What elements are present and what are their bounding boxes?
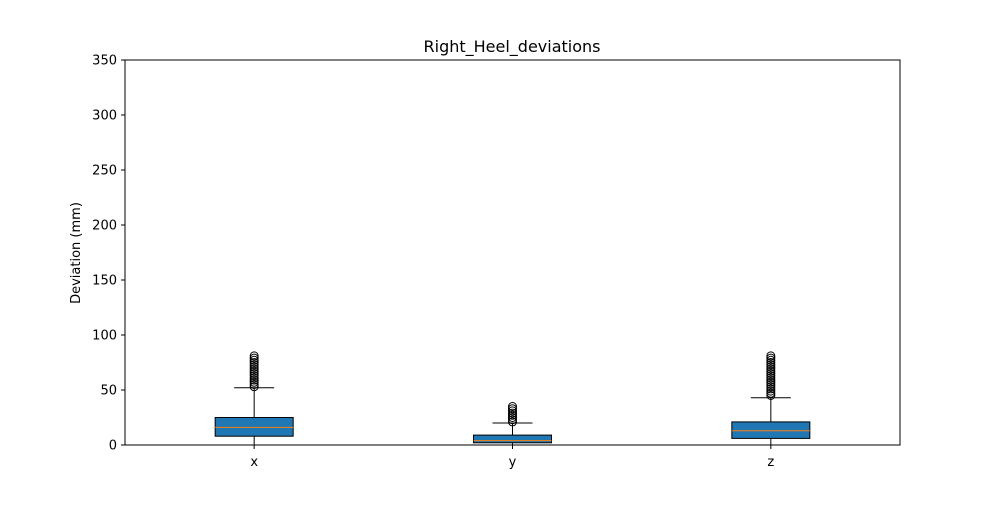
outlier-point (766, 358, 776, 367)
outlier-point (766, 371, 776, 381)
outlier-point (766, 360, 776, 370)
outlier-point (249, 364, 259, 374)
outlier-point (249, 353, 259, 363)
box-y (473, 434, 552, 444)
outlier-point (766, 391, 776, 400)
outlier-point (249, 377, 259, 387)
y-tick-label: 300 (92, 109, 117, 124)
outlier-point (249, 380, 259, 389)
outlier-point (249, 358, 259, 367)
x-tick-label: x (250, 455, 258, 470)
y-axis-title: Deviation (mm) (69, 202, 84, 304)
outlier-point (508, 402, 517, 411)
outlier-point (249, 375, 259, 385)
y-tick-label: 0 (109, 439, 117, 454)
outlier-point (249, 382, 259, 392)
outlier-point (249, 360, 259, 370)
x-tick-label: y (509, 455, 517, 470)
outlier-point (508, 417, 517, 427)
outlier-point (249, 369, 259, 378)
y-tick-label: 200 (92, 219, 117, 234)
outlier-point (766, 364, 776, 374)
outlier-point (766, 377, 776, 387)
outlier-point (508, 406, 517, 416)
y-tick-label: 100 (92, 329, 117, 344)
outlier-point (766, 382, 776, 392)
outlier-point (766, 366, 776, 376)
outlier-point (766, 375, 776, 385)
outlier-point (766, 362, 776, 372)
outlier-point (766, 369, 776, 378)
box-x (214, 417, 294, 437)
outlier-point (249, 373, 259, 383)
box-z (731, 421, 811, 439)
outlier-point (508, 408, 517, 418)
y-tick-label: 150 (92, 274, 117, 289)
outlier-point (766, 373, 776, 383)
outlier-point (766, 355, 776, 365)
y-tick-label: 350 (92, 54, 117, 69)
outlier-point (249, 351, 259, 361)
outlier-point (249, 366, 259, 376)
outlier-point (249, 362, 259, 372)
outlier-point (508, 415, 517, 425)
y-tick-label: 250 (92, 164, 117, 179)
outlier-point (766, 384, 776, 394)
plot-frame (124, 59, 901, 446)
outlier-point (766, 388, 776, 398)
outlier-point (508, 413, 517, 422)
plot-area: 0 50 100 150 200 250 300 350 x y z (92, 54, 901, 470)
outlier-point (766, 351, 776, 361)
chart-title: Right_Heel_deviations (424, 37, 601, 57)
outlier-point (766, 353, 776, 363)
outlier-point (249, 355, 259, 365)
outlier-point (766, 380, 776, 389)
x-tick-label: z (767, 455, 774, 470)
y-tick-label: 50 (100, 384, 117, 399)
outlier-point (766, 386, 776, 396)
outlier-point (508, 410, 517, 420)
outlier-point (249, 371, 259, 381)
outlier-point (508, 404, 517, 414)
